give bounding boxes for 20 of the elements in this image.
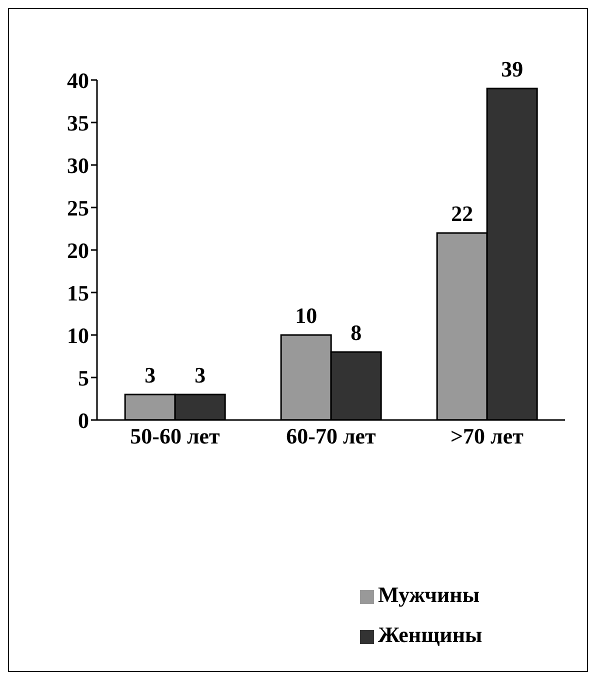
data-label: 10 xyxy=(295,303,318,328)
y-tick-label: 30 xyxy=(67,152,89,178)
data-label: 22 xyxy=(451,201,474,226)
y-tick-label: 40 xyxy=(67,68,89,93)
data-label: 39 xyxy=(501,56,524,82)
x-tick-label: 50-60 лет xyxy=(130,424,220,449)
y-tick-label: 20 xyxy=(67,238,89,263)
x-tick-label: 60-70 лет xyxy=(286,424,376,449)
data-label: 3 xyxy=(194,362,206,388)
y-tick-label: 0 xyxy=(78,408,89,433)
legend-label: Женщины xyxy=(378,622,482,647)
x-tick-label: >70 лет xyxy=(450,424,524,449)
y-tick-label: 25 xyxy=(67,195,89,220)
legend-label: Мужчины xyxy=(378,582,480,607)
data-label: 3 xyxy=(144,362,156,388)
y-tick-label: 15 xyxy=(67,280,89,306)
y-tick-label: 10 xyxy=(67,322,89,348)
y-tick-label: 5 xyxy=(78,365,89,390)
data-label: 8 xyxy=(350,320,362,345)
y-tick-label: 35 xyxy=(67,110,89,136)
